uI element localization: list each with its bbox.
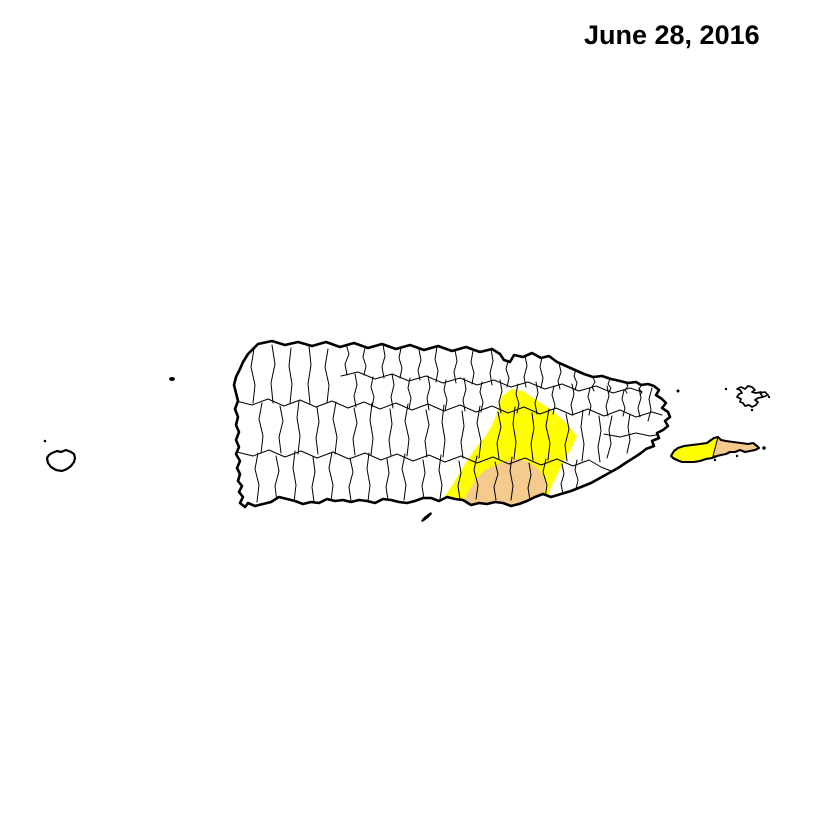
culebra-east-peninsula xyxy=(758,391,770,398)
mona-island xyxy=(43,439,77,473)
vieques-east-islet xyxy=(762,446,766,450)
municipality-border-horizontals xyxy=(235,371,663,472)
fajardo-islet xyxy=(676,389,680,393)
culebra-island xyxy=(724,385,771,412)
monito-island xyxy=(43,439,47,443)
vieques-rock-1 xyxy=(713,458,717,462)
municipality-border-north2 xyxy=(353,373,642,418)
d1-drought-area xyxy=(464,459,546,507)
municipality-borders xyxy=(235,343,663,503)
municipality-border-middle xyxy=(258,400,602,463)
mona-coastline xyxy=(45,448,77,473)
vieques-rock-2 xyxy=(735,454,739,458)
vieques-island xyxy=(669,435,766,464)
vieques-coastline xyxy=(669,435,761,464)
municipality-border-north xyxy=(250,343,643,404)
main-island-land xyxy=(234,341,670,507)
culebra-islet-west xyxy=(724,387,728,391)
desecheo-island xyxy=(169,377,175,381)
culebra-coastline xyxy=(736,385,766,408)
culebra-islet-south xyxy=(750,408,754,412)
caja-de-muertos-island xyxy=(421,512,432,522)
date-label: June 28, 2016 xyxy=(584,20,760,50)
municipality-border-south xyxy=(254,387,653,503)
culebra-islet-east xyxy=(767,395,771,399)
